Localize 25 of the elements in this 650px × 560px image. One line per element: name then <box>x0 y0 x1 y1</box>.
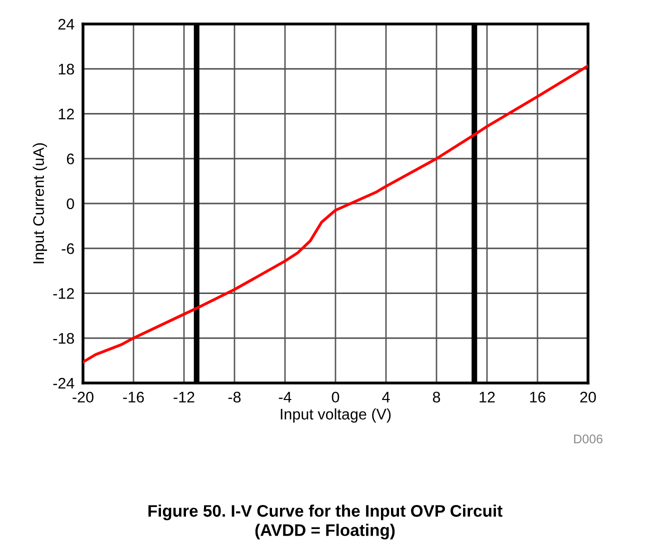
y-tick-label: 18 <box>58 64 74 75</box>
x-tick-label: -12 <box>174 392 194 402</box>
y-tick-label: 12 <box>58 108 74 120</box>
x-tick-label: -16 <box>123 392 144 403</box>
y-axis-title: Input Current (uA) <box>32 143 48 264</box>
x-tick-label: 8 <box>432 392 440 403</box>
x-tick-label: 12 <box>480 392 495 402</box>
y-tick-label: -24 <box>53 378 74 389</box>
y-tick-label: 24 <box>58 18 74 30</box>
y-tick-label: -12 <box>53 288 74 299</box>
y-tick-label: 0 <box>66 198 74 210</box>
text: D006 <box>574 434 602 444</box>
line-series <box>83 64 588 364</box>
x-tick-label: 0 <box>332 392 340 403</box>
x-tick-label: 4 <box>382 392 390 402</box>
text: Figure 50. I-V Curve for the Input OVP Circuit (AVDD = Floating) <box>148 504 502 540</box>
x-tick-label: -20 <box>72 392 94 403</box>
x-tick-label: 16 <box>530 392 546 403</box>
x-tick-label: 20 <box>580 392 596 403</box>
y-tick-label: 6 <box>66 153 74 164</box>
y-tick-label: -6 <box>62 243 74 254</box>
x-axis-title: Input voltage (V) <box>280 408 391 423</box>
x-tick-label: -8 <box>228 392 241 403</box>
x-tick-label: -4 <box>278 392 292 402</box>
y-tick-label: -18 <box>53 332 74 344</box>
